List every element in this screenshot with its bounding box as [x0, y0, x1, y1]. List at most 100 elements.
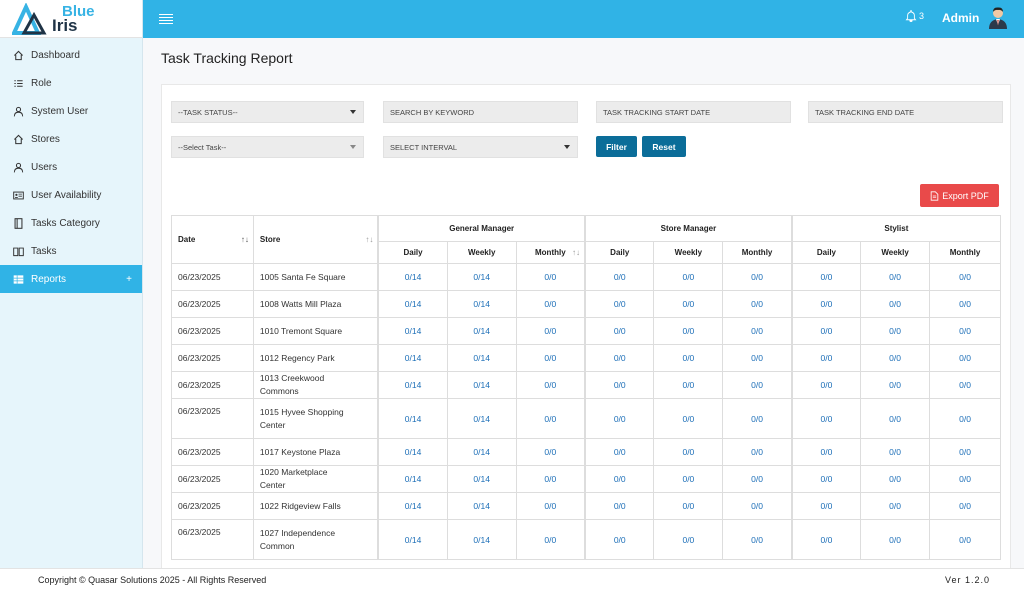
subcolumn-header[interactable]: Monthly	[929, 241, 1001, 264]
cell-sm-value[interactable]: 0/0	[722, 519, 793, 560]
cell-st-value[interactable]: 0/0	[929, 519, 1001, 560]
subcolumn-header[interactable]: Daily	[790, 241, 862, 264]
cell-gm-value[interactable]: 0/14	[377, 317, 448, 345]
cell-gm-value[interactable]: 0/14	[446, 263, 517, 291]
sidebar-item-stores[interactable]: Stores	[0, 125, 142, 153]
subcolumn-header[interactable]: Daily	[377, 241, 448, 264]
cell-st-value[interactable]: 0/0	[929, 317, 1001, 345]
cell-gm-value[interactable]: 0/14	[377, 492, 448, 520]
cell-gm-value[interactable]: 0/14	[377, 263, 448, 291]
cell-st-value[interactable]: 0/0	[860, 438, 931, 466]
logo[interactable]: Blue Iris	[0, 0, 142, 38]
cell-gm-value[interactable]: 0/14	[446, 492, 517, 520]
expand-icon[interactable]: +	[126, 273, 132, 285]
cell-st-value[interactable]: 0/0	[860, 317, 931, 345]
sidebar-item-tasks-category[interactable]: Tasks Category	[0, 209, 142, 237]
cell-gm-value[interactable]: 0/14	[446, 371, 517, 399]
subcolumn-header[interactable]: Weekly	[446, 241, 517, 264]
cell-gm-value[interactable]: 0/0	[515, 398, 586, 439]
filter-button[interactable]: Filter	[596, 136, 637, 157]
task-status-select[interactable]: --TASK STATUS--	[171, 101, 364, 123]
sidebar-item-dashboard[interactable]: Dashboard	[0, 41, 142, 69]
cell-sm-value[interactable]: 0/0	[722, 263, 793, 291]
start-date-input[interactable]: TASK TRACKING START DATE	[596, 101, 791, 123]
cell-sm-value[interactable]: 0/0	[722, 398, 793, 439]
cell-gm-value[interactable]: 0/14	[377, 371, 448, 399]
cell-st-value[interactable]: 0/0	[790, 465, 862, 493]
subcolumn-header[interactable]: Monthly ↑↓	[515, 241, 586, 264]
column-header-date[interactable]: Date ↑↓	[171, 215, 254, 264]
cell-sm-value[interactable]: 0/0	[722, 465, 793, 493]
cell-st-value[interactable]: 0/0	[860, 290, 931, 318]
cell-st-value[interactable]: 0/0	[929, 465, 1001, 493]
cell-st-value[interactable]: 0/0	[790, 263, 862, 291]
cell-st-value[interactable]: 0/0	[860, 371, 931, 399]
sidebar-item-reports[interactable]: Reports +	[0, 265, 142, 293]
reset-button[interactable]: Reset	[642, 136, 686, 157]
sidebar-item-user-availability[interactable]: User Availability	[0, 181, 142, 209]
cell-st-value[interactable]: 0/0	[929, 344, 1001, 372]
cell-st-value[interactable]: 0/0	[860, 519, 931, 560]
cell-gm-value[interactable]: 0/14	[377, 519, 448, 560]
cell-gm-value[interactable]: 0/14	[446, 398, 517, 439]
cell-sm-value[interactable]: 0/0	[584, 263, 655, 291]
subcolumn-header[interactable]: Monthly	[722, 241, 793, 264]
cell-gm-value[interactable]: 0/14	[377, 290, 448, 318]
cell-sm-value[interactable]: 0/0	[653, 290, 724, 318]
cell-st-value[interactable]: 0/0	[929, 263, 1001, 291]
sidebar-item-users[interactable]: Users	[0, 153, 142, 181]
menu-toggle-icon[interactable]	[159, 14, 173, 24]
cell-sm-value[interactable]: 0/0	[722, 344, 793, 372]
cell-gm-value[interactable]: 0/14	[377, 398, 448, 439]
sort-icon[interactable]: ↑↓	[365, 235, 374, 244]
cell-gm-value[interactable]: 0/14	[446, 344, 517, 372]
cell-sm-value[interactable]: 0/0	[584, 371, 655, 399]
cell-sm-value[interactable]: 0/0	[653, 344, 724, 372]
cell-st-value[interactable]: 0/0	[929, 492, 1001, 520]
cell-sm-value[interactable]: 0/0	[584, 519, 655, 560]
sidebar-item-role[interactable]: Role	[0, 69, 142, 97]
user-name[interactable]: Admin	[942, 11, 980, 25]
cell-gm-value[interactable]: 0/14	[446, 519, 517, 560]
cell-sm-value[interactable]: 0/0	[584, 398, 655, 439]
end-date-input[interactable]: TASK TRACKING END DATE	[808, 101, 1003, 123]
cell-st-value[interactable]: 0/0	[929, 398, 1001, 439]
cell-sm-value[interactable]: 0/0	[584, 492, 655, 520]
cell-sm-value[interactable]: 0/0	[584, 344, 655, 372]
cell-st-value[interactable]: 0/0	[929, 290, 1001, 318]
avatar[interactable]	[988, 5, 1008, 29]
cell-sm-value[interactable]: 0/0	[722, 438, 793, 466]
cell-sm-value[interactable]: 0/0	[653, 263, 724, 291]
cell-st-value[interactable]: 0/0	[790, 492, 862, 520]
cell-sm-value[interactable]: 0/0	[653, 438, 724, 466]
cell-sm-value[interactable]: 0/0	[653, 317, 724, 345]
cell-st-value[interactable]: 0/0	[790, 371, 862, 399]
cell-sm-value[interactable]: 0/0	[722, 371, 793, 399]
cell-gm-value[interactable]: 0/0	[515, 465, 586, 493]
subcolumn-header[interactable]: Weekly	[860, 241, 931, 264]
cell-sm-value[interactable]: 0/0	[722, 492, 793, 520]
cell-sm-value[interactable]: 0/0	[584, 438, 655, 466]
cell-gm-value[interactable]: 0/0	[515, 438, 586, 466]
cell-gm-value[interactable]: 0/14	[446, 317, 517, 345]
notifications[interactable]: 3	[905, 10, 924, 22]
cell-st-value[interactable]: 0/0	[860, 263, 931, 291]
cell-gm-value[interactable]: 0/14	[446, 465, 517, 493]
cell-gm-value[interactable]: 0/14	[377, 438, 448, 466]
export-pdf-button[interactable]: Export PDF	[920, 184, 999, 207]
cell-st-value[interactable]: 0/0	[860, 492, 931, 520]
cell-st-value[interactable]: 0/0	[860, 465, 931, 493]
cell-st-value[interactable]: 0/0	[790, 290, 862, 318]
cell-sm-value[interactable]: 0/0	[653, 492, 724, 520]
cell-gm-value[interactable]: 0/14	[377, 465, 448, 493]
cell-sm-value[interactable]: 0/0	[653, 519, 724, 560]
cell-gm-value[interactable]: 0/0	[515, 344, 586, 372]
cell-st-value[interactable]: 0/0	[790, 344, 862, 372]
cell-gm-value[interactable]: 0/14	[446, 438, 517, 466]
cell-gm-value[interactable]: 0/0	[515, 519, 586, 560]
cell-gm-value[interactable]: 0/0	[515, 290, 586, 318]
cell-gm-value[interactable]: 0/14	[446, 290, 517, 318]
cell-st-value[interactable]: 0/0	[790, 317, 862, 345]
cell-st-value[interactable]: 0/0	[929, 438, 1001, 466]
cell-sm-value[interactable]: 0/0	[584, 465, 655, 493]
